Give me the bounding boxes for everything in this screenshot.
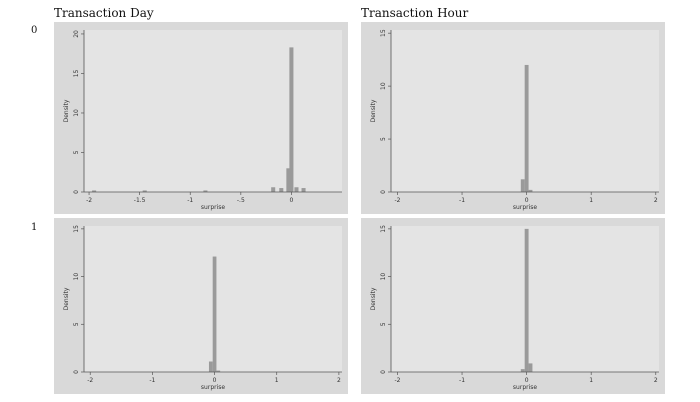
column-title-transaction-hour: Transaction Hour xyxy=(361,6,469,20)
x-tick-label: 1 xyxy=(589,377,593,384)
histogram-bar xyxy=(301,188,306,192)
x-tick-label: -2 xyxy=(86,197,92,204)
y-tick-label: 5 xyxy=(73,150,80,154)
histogram-hour-1: 0 5 10 15 -2 -1 0 1 2 surprise Density xyxy=(370,225,659,391)
y-tick-label: 0 xyxy=(73,370,80,374)
histogram-bar xyxy=(142,190,147,192)
histogram-bar xyxy=(294,187,299,192)
x-tick-label: -1 xyxy=(187,197,193,204)
y-tick-label: 5 xyxy=(380,322,387,326)
histogram-bar xyxy=(286,168,291,192)
histogram-bar xyxy=(528,189,533,192)
x-tick-label: 0 xyxy=(213,377,217,384)
y-tick-label: 10 xyxy=(380,273,387,281)
histogram-bar xyxy=(289,47,294,192)
y-tick-label: 15 xyxy=(73,225,80,233)
x-tick-label: -1 xyxy=(149,377,155,384)
histogram-bar xyxy=(528,363,533,372)
x-tick-label: -2 xyxy=(87,377,93,384)
x-tick-label: 1 xyxy=(589,197,593,204)
histogram-bar xyxy=(524,228,529,372)
x-tick-label: 0 xyxy=(525,197,529,204)
y-tick-label: 0 xyxy=(73,190,80,194)
row-label-1: 1 xyxy=(31,222,38,233)
x-tick-label: 2 xyxy=(337,377,341,384)
y-tick-label: 5 xyxy=(73,322,80,326)
y-axis-title: Density xyxy=(370,287,377,310)
x-tick-label: -1 xyxy=(459,197,465,204)
x-axis-title: surprise xyxy=(201,384,225,391)
x-axis-title: surprise xyxy=(513,384,537,391)
histogram-hour-0: 0 5 10 15 -2 -1 0 1 2 surprise Density xyxy=(370,29,659,211)
y-tick-label: 15 xyxy=(73,69,80,77)
histogram-bar xyxy=(203,190,208,192)
row-label-0: 0 xyxy=(31,25,38,36)
histogram-bar xyxy=(208,361,213,372)
x-tick-label: 0 xyxy=(289,197,293,204)
x-axis-title: surprise xyxy=(201,204,225,211)
x-tick-label: 2 xyxy=(654,377,658,384)
column-title-transaction-day: Transaction Day xyxy=(54,6,154,20)
histogram-bar xyxy=(92,190,97,192)
x-tick-label: 1 xyxy=(275,377,279,384)
y-axis-title: Density xyxy=(63,287,70,310)
histogram-bar xyxy=(216,370,221,372)
histogram-day-1: 0 5 10 15 -2 -1 0 1 2 surprise Density xyxy=(63,225,342,391)
x-axis-title: surprise xyxy=(513,204,537,211)
histogram-bar xyxy=(524,64,529,192)
panel-hour-1: 0 5 10 15 -2 -1 0 1 2 surprise Density xyxy=(361,218,665,394)
y-tick-label: 0 xyxy=(380,190,387,194)
y-tick-label: 10 xyxy=(380,82,387,90)
x-tick-label: -2 xyxy=(394,197,400,204)
histogram-bar xyxy=(520,369,525,372)
y-tick-label: 15 xyxy=(380,29,387,37)
y-tick-label: 5 xyxy=(380,137,387,141)
panel-day-1: 0 5 10 15 -2 -1 0 1 2 surprise Density xyxy=(54,218,348,394)
y-tick-label: 20 xyxy=(73,30,80,38)
y-tick-label: 0 xyxy=(380,370,387,374)
histogram-bar xyxy=(279,188,284,192)
y-tick-label: 15 xyxy=(380,225,387,233)
histogram-bar xyxy=(520,179,525,192)
panel-day-0: 0 5 10 15 20 -2 -1.5 -1 -.5 0 surprise Density xyxy=(54,22,348,214)
y-axis-title: Density xyxy=(370,99,377,122)
y-tick-label: 10 xyxy=(73,273,80,281)
x-tick-label: -2 xyxy=(394,377,400,384)
x-tick-label: -.5 xyxy=(237,197,245,204)
y-tick-label: 10 xyxy=(73,109,80,117)
histogram-bar xyxy=(212,256,217,372)
x-tick-label: -1.5 xyxy=(134,197,146,204)
x-tick-label: -1 xyxy=(459,377,465,384)
y-axis-title: Density xyxy=(63,99,70,122)
panel-hour-0: 0 5 10 15 -2 -1 0 1 2 surprise Density xyxy=(361,22,665,214)
plot-area xyxy=(84,30,342,192)
histogram-day-0: 0 5 10 15 20 -2 -1.5 -1 -.5 0 surprise Density xyxy=(63,30,342,211)
x-tick-label: 2 xyxy=(654,197,658,204)
x-tick-label: 0 xyxy=(525,377,529,384)
histogram-bar xyxy=(271,187,276,192)
